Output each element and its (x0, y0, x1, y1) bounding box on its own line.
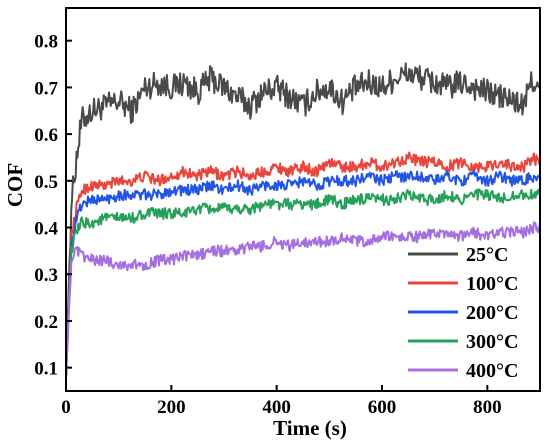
y-tick-label: 0.8 (34, 32, 58, 53)
x-axis: 0 200 400 600 800 (61, 385, 502, 418)
y-axis: 0.1 0.2 0.3 0.4 0.5 0.6 0.7 0.8 (34, 32, 72, 380)
x-tick-label: 0 (61, 397, 71, 418)
x-tick-label: 800 (473, 397, 502, 418)
y-tick-label: 0.2 (34, 312, 58, 333)
y-tick-label: 0.5 (34, 172, 58, 193)
series-line (66, 188, 540, 378)
legend-label: 100°C (466, 273, 518, 295)
series-line (66, 62, 540, 378)
legend-label: 25°C (466, 244, 508, 266)
legend-label: 300°C (466, 331, 518, 353)
y-tick-label: 0.1 (34, 359, 58, 380)
x-tick-label: 200 (157, 397, 186, 418)
y-tick-label: 0.6 (34, 125, 58, 146)
y-tick-label: 0.7 (34, 78, 58, 99)
series-line (66, 151, 540, 378)
legend: 25°C 100°C 200°C 300°C 400°C (408, 244, 518, 382)
series-line (66, 169, 540, 378)
x-tick-label: 600 (368, 397, 397, 418)
y-axis-label: COF (3, 163, 27, 207)
x-axis-label: Time (s) (273, 416, 347, 440)
series-layer (66, 62, 540, 378)
y-tick-label: 0.3 (34, 265, 58, 286)
plot-frame (65, 7, 541, 392)
series-line (66, 221, 540, 378)
legend-label: 200°C (466, 302, 518, 324)
legend-label: 400°C (466, 360, 518, 382)
x-tick-label: 400 (262, 397, 291, 418)
y-tick-label: 0.4 (34, 219, 58, 240)
